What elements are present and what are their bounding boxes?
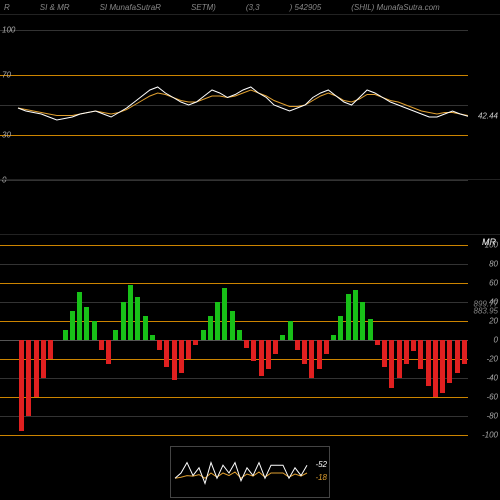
mr-bar: [309, 340, 314, 378]
mr-bar: [324, 340, 329, 354]
mr-bar: [70, 311, 75, 340]
mr-bar: [368, 319, 373, 340]
mr-bar: [273, 340, 278, 354]
mr-bar: [447, 340, 452, 383]
mr-bar: [143, 316, 148, 340]
mr-bar: [259, 340, 264, 376]
mr-bar: [48, 340, 53, 359]
mr-bar: [172, 340, 177, 380]
gap-panel: [0, 179, 500, 234]
mr-bar: [135, 297, 140, 340]
gridline: [0, 264, 468, 265]
mr-bar: [382, 340, 387, 367]
y-axis-label: -100: [482, 431, 498, 440]
mr-bar: [84, 307, 89, 340]
mr-bar: [128, 285, 133, 340]
y-axis-label: -40: [486, 374, 498, 383]
y-axis-label: 100: [485, 240, 498, 249]
y-axis-label: -60: [486, 393, 498, 402]
mr-bar: [418, 340, 423, 369]
rsi-panel: 0307010042.44: [0, 14, 500, 179]
mr-bar: [331, 335, 336, 340]
y-axis-label: 20: [489, 316, 498, 325]
hdr-0: R: [4, 3, 10, 12]
y-axis-label: 60: [489, 278, 498, 287]
mr-panel: MR -100-80-60-40-20020406080100899.77883…: [0, 234, 500, 444]
hdr-6: (SHIL) MunafaSutra.com: [351, 3, 439, 12]
mr-bar: [113, 330, 118, 340]
mr-bar: [201, 330, 206, 340]
mr-bar: [150, 335, 155, 340]
mr-bar: [411, 340, 416, 351]
mr-bar: [121, 302, 126, 340]
mr-bar: [157, 340, 162, 350]
mr-bar: [251, 340, 256, 361]
mr-bar: [433, 340, 438, 397]
mr-bar: [353, 290, 358, 340]
mr-bar: [164, 340, 169, 367]
mr-bar: [302, 340, 307, 364]
mr-bar: [41, 340, 46, 378]
y-axis-label: -80: [486, 412, 498, 421]
current-value-label: 42.44: [478, 112, 498, 121]
mr-bar: [280, 335, 285, 340]
mr-bar: [317, 340, 322, 369]
mr-bar: [360, 302, 365, 340]
hdr-2: SI MunafaSutraR: [100, 3, 161, 12]
mr-bar: [92, 321, 97, 340]
hdr-5: ) 542905: [290, 3, 322, 12]
y-axis-label: 80: [489, 259, 498, 268]
gridline: [0, 245, 468, 246]
y-axis-label: 0: [494, 336, 498, 345]
mr-bar: [106, 340, 111, 364]
mr-bar: [346, 294, 351, 340]
mr-bar: [244, 340, 249, 348]
mr-bar: [193, 340, 198, 345]
chart-header: R SI & MR SI MunafaSutraR SETM) (3,3 ) 5…: [0, 0, 500, 14]
mr-bar: [34, 340, 39, 397]
mr-bar: [295, 340, 300, 350]
gridline: [0, 302, 468, 303]
mr-bar: [26, 340, 31, 416]
gridline: [0, 397, 468, 398]
mr-bar: [389, 340, 394, 388]
price-label: 883.95: [474, 307, 498, 316]
mr-bar: [63, 330, 68, 340]
mr-bar: [462, 340, 467, 364]
mr-bar: [266, 340, 271, 369]
mr-bar: [288, 321, 293, 340]
mr-bar: [338, 316, 343, 340]
gridline: [0, 283, 468, 284]
mr-bar: [230, 311, 235, 340]
mr-bar: [375, 340, 380, 345]
mr-bar: [404, 340, 409, 364]
mr-bar: [455, 340, 460, 373]
gridline: [0, 378, 468, 379]
mr-bar: [397, 340, 402, 378]
sparkline: [171, 447, 331, 499]
mr-bar: [222, 288, 227, 341]
gridline: [0, 435, 468, 436]
mr-bar: [208, 316, 213, 340]
sparkline-value: -52: [315, 460, 327, 469]
mr-bar: [19, 340, 24, 431]
mr-bar: [186, 340, 191, 359]
mr-bar: [215, 302, 220, 340]
sparkline-value: -18: [315, 473, 327, 482]
hdr-3: SETM): [191, 3, 216, 12]
mr-bar: [237, 330, 242, 340]
mr-bar: [440, 340, 445, 393]
mr-bar: [77, 292, 82, 340]
mr-bar: [179, 340, 184, 373]
rsi-lines: [0, 15, 468, 180]
hdr-1: SI & MR: [40, 3, 70, 12]
sparkline-panel: -52-18: [170, 446, 330, 498]
gridline: [0, 416, 468, 417]
hdr-4: (3,3: [246, 3, 260, 12]
y-axis-label: -20: [486, 355, 498, 364]
mr-bar: [99, 340, 104, 350]
mr-bar: [426, 340, 431, 386]
